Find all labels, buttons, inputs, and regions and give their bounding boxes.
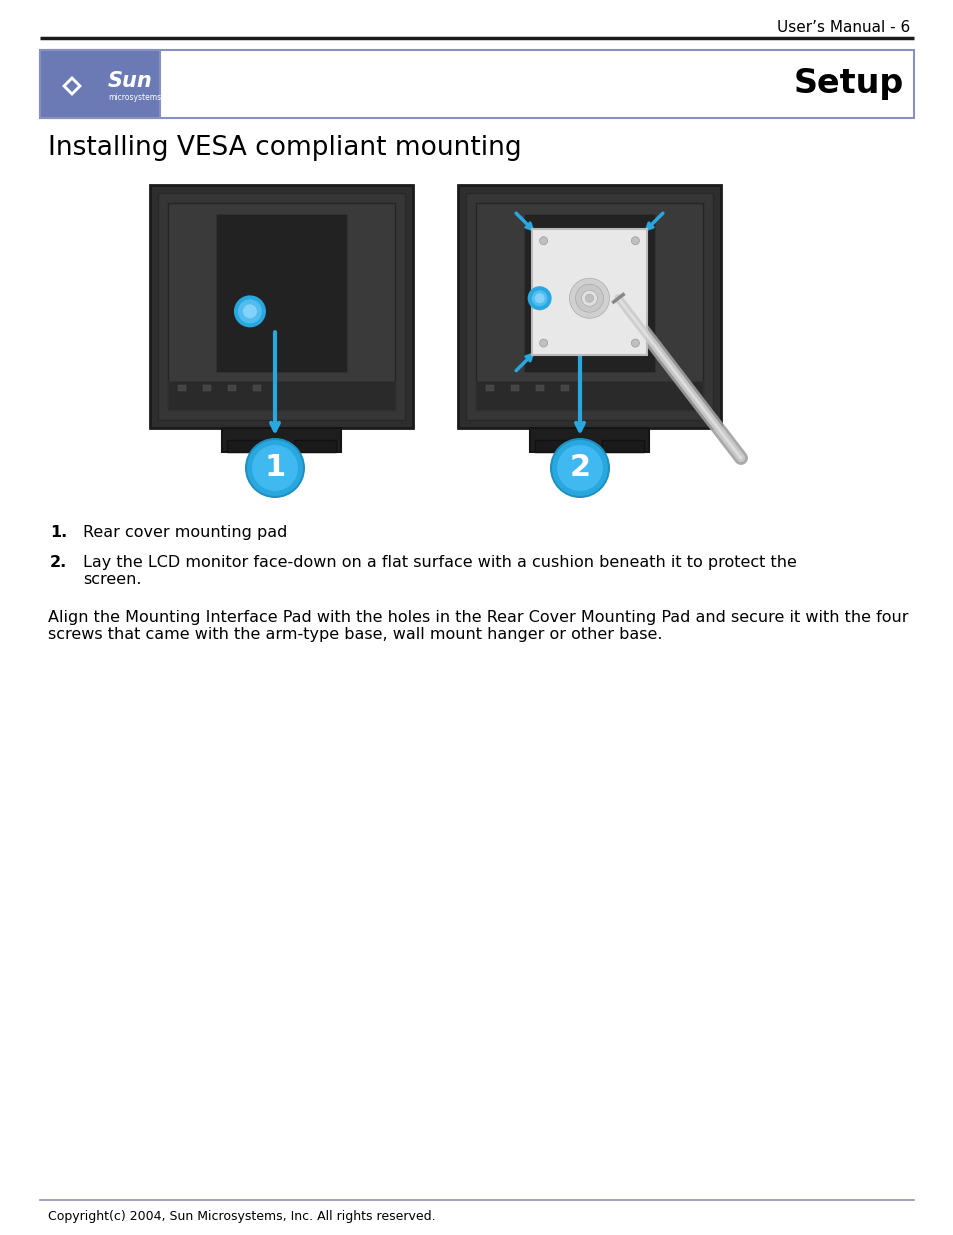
Circle shape [534,293,544,304]
Bar [560,385,568,390]
Circle shape [585,294,593,303]
Polygon shape [66,80,78,91]
Bar [168,203,395,410]
Circle shape [527,287,551,310]
Text: Rear cover mounting pad: Rear cover mounting pad [83,525,287,540]
Circle shape [581,290,597,306]
Bar [203,385,211,390]
Circle shape [539,237,547,245]
Circle shape [237,299,262,324]
Text: 2.: 2. [50,555,67,571]
Bar [40,49,160,119]
Text: 2: 2 [569,453,590,483]
Text: Sun: Sun [108,70,152,91]
Bar [215,214,347,372]
Text: 1.: 1. [50,525,67,540]
Text: User’s Manual - 6: User’s Manual - 6 [776,20,909,35]
Bar [531,228,647,356]
Bar [485,385,494,390]
Circle shape [247,440,303,496]
Circle shape [233,295,266,327]
Bar [536,385,543,390]
Bar [158,193,405,420]
Bar [253,385,261,390]
Bar [40,49,913,119]
Bar [222,429,340,452]
Bar [228,385,235,390]
Bar [530,429,648,452]
Circle shape [252,445,297,492]
Bar [294,440,335,452]
Text: microsystems: microsystems [108,93,161,101]
Polygon shape [62,77,82,96]
Text: Align the Mounting Interface Pad with the holes in the Rear Cover Mounting Pad a: Align the Mounting Interface Pad with th… [48,610,907,642]
Circle shape [575,284,603,312]
Bar [476,203,702,410]
Circle shape [550,438,609,498]
Bar [168,380,395,410]
Circle shape [245,438,305,498]
Circle shape [557,445,602,492]
Text: Copyright(c) 2004, Sun Microsystems, Inc. All rights reserved.: Copyright(c) 2004, Sun Microsystems, Inc… [48,1210,436,1223]
Bar [465,193,712,420]
Text: 1: 1 [264,453,285,483]
Bar [476,380,702,410]
Bar [178,385,186,390]
Bar [227,440,269,452]
Bar [150,185,413,429]
Text: Setup: Setup [793,68,903,100]
Bar [523,214,655,372]
Text: Lay the LCD monitor face-down on a flat surface with a cushion beneath it to pro: Lay the LCD monitor face-down on a flat … [83,555,796,588]
Bar [511,385,518,390]
Text: Installing VESA compliant mounting: Installing VESA compliant mounting [48,135,521,161]
Bar [535,440,577,452]
Bar [457,185,720,429]
Circle shape [631,340,639,347]
Circle shape [569,278,609,319]
Circle shape [243,304,256,319]
Circle shape [539,340,547,347]
Circle shape [531,290,547,306]
Bar [601,440,643,452]
Circle shape [631,237,639,245]
Circle shape [552,440,607,496]
